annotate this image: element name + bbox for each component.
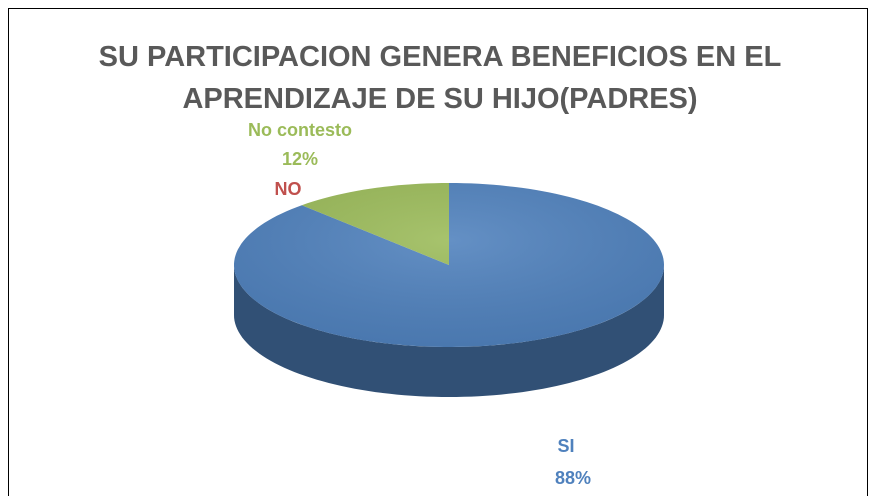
value-label: 12%: [282, 149, 318, 169]
pie-shine: [234, 183, 664, 347]
value-label: 88%: [555, 468, 591, 488]
category-label: NO: [275, 179, 302, 199]
pie-side: [234, 265, 664, 397]
category-label: SI: [557, 436, 574, 456]
chart-title: SU PARTICIPACION GENERA BENEFICIOS EN EL…: [98, 41, 782, 115]
chart-frame: [8, 8, 868, 496]
category-label: No contesto: [248, 120, 352, 140]
